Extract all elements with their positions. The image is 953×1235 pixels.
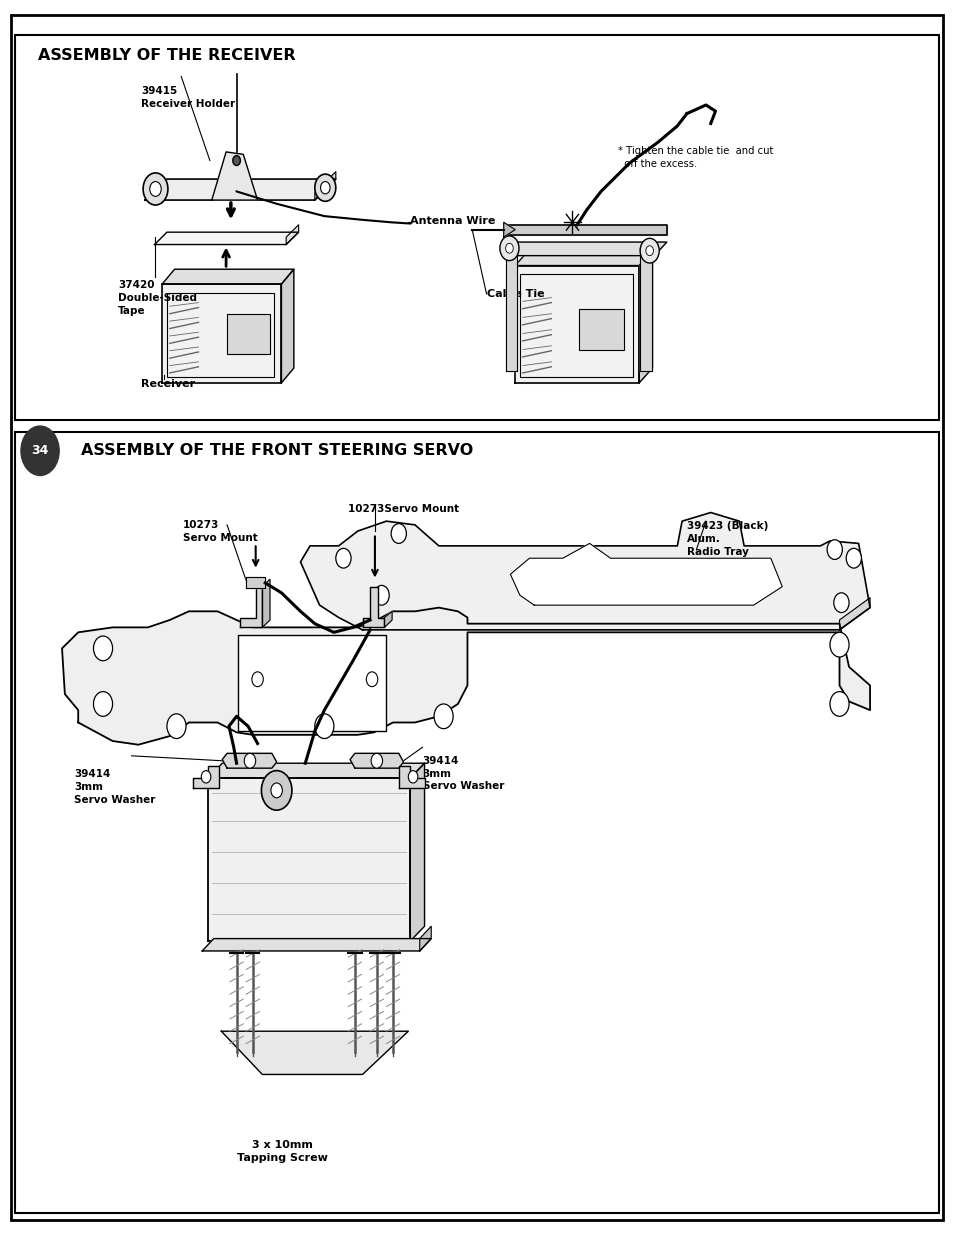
Polygon shape <box>246 577 265 588</box>
Polygon shape <box>839 598 869 630</box>
Polygon shape <box>300 513 869 630</box>
Polygon shape <box>639 247 651 370</box>
Polygon shape <box>212 152 257 200</box>
Text: * Tighten the cable tie  and cut
  off the excess.: * Tighten the cable tie and cut off the … <box>618 146 773 169</box>
Polygon shape <box>314 172 335 200</box>
Circle shape <box>408 771 417 783</box>
Circle shape <box>150 182 161 196</box>
Polygon shape <box>503 222 515 237</box>
Polygon shape <box>222 753 276 768</box>
Polygon shape <box>202 939 431 951</box>
Text: 37420
Double-Sided
Tape: 37420 Double-Sided Tape <box>118 280 197 316</box>
Polygon shape <box>62 608 869 745</box>
Text: 10273Servo Mount: 10273Servo Mount <box>348 504 458 514</box>
Circle shape <box>271 783 282 798</box>
Circle shape <box>499 236 518 261</box>
Circle shape <box>93 692 112 716</box>
Circle shape <box>391 524 406 543</box>
Bar <box>519 274 632 377</box>
Circle shape <box>505 243 513 253</box>
Polygon shape <box>515 266 639 383</box>
Text: ASSEMBLY OF THE RECEIVER: ASSEMBLY OF THE RECEIVER <box>38 48 295 63</box>
Polygon shape <box>221 1031 408 1074</box>
Polygon shape <box>286 225 298 245</box>
Circle shape <box>366 672 377 687</box>
Polygon shape <box>145 179 335 200</box>
Text: 39414
3mm
Servo Washer: 39414 3mm Servo Washer <box>422 756 503 792</box>
Polygon shape <box>503 225 666 235</box>
Bar <box>15 432 938 1213</box>
Text: 3 x 10mm
Tapping Screw: 3 x 10mm Tapping Screw <box>236 1140 328 1162</box>
Circle shape <box>143 173 168 205</box>
Polygon shape <box>350 753 403 768</box>
Bar <box>167 293 274 377</box>
Polygon shape <box>510 543 781 605</box>
Circle shape <box>93 636 112 661</box>
Text: 39423 (Black)
Alum.
Radio Tray: 39423 (Black) Alum. Radio Tray <box>686 521 767 557</box>
Circle shape <box>233 156 240 165</box>
Polygon shape <box>281 269 294 383</box>
Circle shape <box>374 585 389 605</box>
Text: 39414
3mm
Servo Washer: 39414 3mm Servo Washer <box>74 769 155 805</box>
Circle shape <box>639 238 659 263</box>
Polygon shape <box>419 926 431 951</box>
Polygon shape <box>384 611 392 627</box>
Polygon shape <box>162 284 281 383</box>
Bar <box>578 309 623 350</box>
Circle shape <box>244 753 255 768</box>
Polygon shape <box>362 587 384 627</box>
Circle shape <box>201 771 211 783</box>
Circle shape <box>645 246 653 256</box>
Bar <box>15 35 938 420</box>
Polygon shape <box>208 763 424 778</box>
Circle shape <box>252 672 263 687</box>
Circle shape <box>826 540 841 559</box>
Circle shape <box>335 548 351 568</box>
Polygon shape <box>410 763 424 941</box>
Polygon shape <box>162 269 294 284</box>
Polygon shape <box>503 242 666 256</box>
Circle shape <box>371 753 382 768</box>
Circle shape <box>845 548 861 568</box>
Polygon shape <box>240 587 262 627</box>
Circle shape <box>434 704 453 729</box>
Circle shape <box>833 593 848 613</box>
Text: 39415
Receiver Holder: 39415 Receiver Holder <box>141 86 235 109</box>
Polygon shape <box>154 232 298 245</box>
Circle shape <box>314 714 334 739</box>
Text: Receiver: Receiver <box>141 379 195 389</box>
Text: Cable Tie: Cable Tie <box>486 289 543 299</box>
Text: ASSEMBLY OF THE FRONT STEERING SERVO: ASSEMBLY OF THE FRONT STEERING SERVO <box>81 443 473 458</box>
Polygon shape <box>639 251 652 383</box>
Circle shape <box>167 714 186 739</box>
Polygon shape <box>208 778 410 941</box>
Bar <box>238 635 386 731</box>
Polygon shape <box>505 247 517 370</box>
Text: Antenna Wire: Antenna Wire <box>410 216 495 226</box>
Polygon shape <box>515 251 652 266</box>
Polygon shape <box>398 766 424 788</box>
Bar <box>227 314 270 354</box>
Text: 10273
Servo Mount: 10273 Servo Mount <box>183 520 257 542</box>
Circle shape <box>261 771 292 810</box>
Circle shape <box>21 426 59 475</box>
Text: 34: 34 <box>31 445 49 457</box>
Circle shape <box>829 632 848 657</box>
Circle shape <box>829 692 848 716</box>
Circle shape <box>314 174 335 201</box>
Polygon shape <box>262 579 270 627</box>
Polygon shape <box>193 766 219 788</box>
Circle shape <box>320 182 330 194</box>
